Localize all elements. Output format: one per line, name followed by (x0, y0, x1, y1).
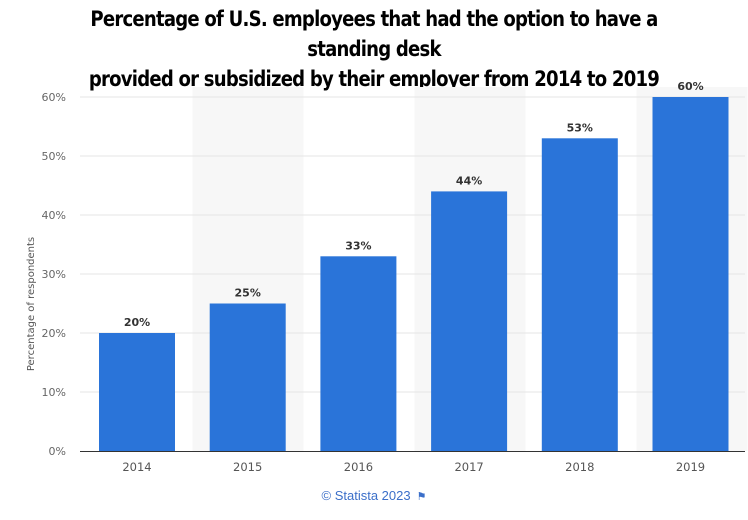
data-label: 25% (235, 287, 261, 300)
chart-title-line: Percentage of U.S. employees that had th… (90, 7, 658, 61)
y-tick-label: 60% (42, 91, 66, 104)
bar-2019 (652, 97, 729, 451)
y-tick-label: 20% (42, 327, 66, 340)
data-label: 33% (345, 239, 371, 252)
chart-title-line: provided or subsidized by their employer… (88, 67, 660, 91)
source-credit[interactable]: © Statista 2023 (321, 488, 411, 503)
data-label: 44% (456, 174, 482, 187)
y-tick-label: 0% (49, 445, 66, 458)
bar-2015 (209, 303, 286, 451)
bar-2014 (99, 333, 175, 451)
x-tick-label: 2015 (233, 460, 262, 474)
x-tick-label: 2016 (344, 460, 373, 474)
x-tick-label: 2017 (454, 460, 483, 474)
y-tick-label: 10% (42, 386, 66, 399)
data-label: 53% (567, 121, 593, 134)
x-tick-label: 2014 (122, 460, 151, 474)
bar-2018 (541, 138, 618, 452)
flag-icon[interactable]: ⚑ (416, 491, 427, 503)
x-tick-label: 2018 (565, 460, 594, 474)
y-tick-label: 40% (42, 209, 66, 222)
y-axis-label: Percentage of respondents (26, 237, 37, 371)
data-label: 20% (124, 316, 150, 329)
bar-2017 (431, 191, 508, 451)
x-tick-label: 2019 (676, 460, 705, 474)
y-tick-label: 30% (42, 268, 66, 281)
y-tick-label: 50% (42, 150, 66, 163)
chart-title: Percentage of U.S. employees that had th… (52, 4, 695, 94)
bar-2016 (320, 256, 397, 451)
data-label: 60% (677, 80, 703, 93)
footer[interactable]: © Statista 2023 ⚑ (0, 488, 748, 503)
